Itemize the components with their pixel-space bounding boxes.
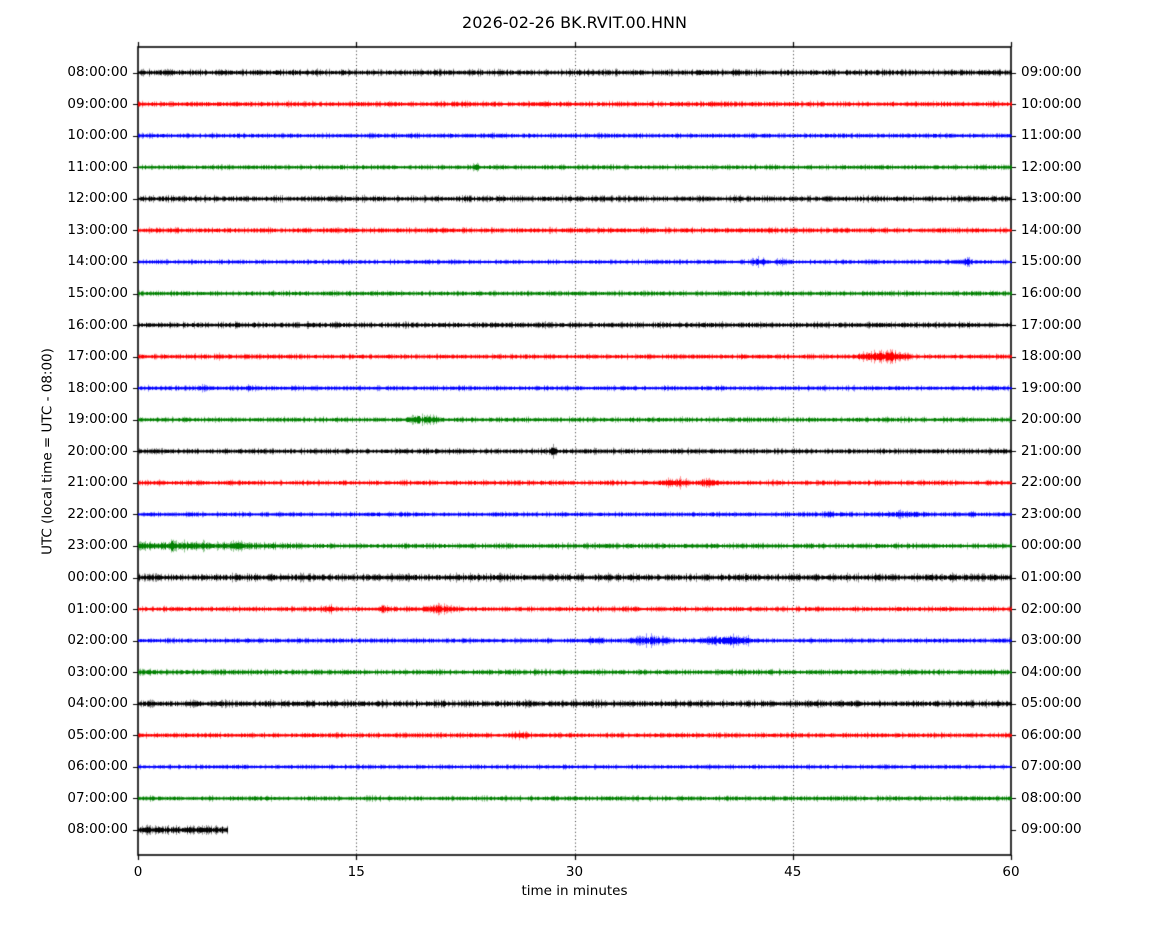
left-time-label: 08:00:00 xyxy=(67,64,128,81)
left-time-label: 03:00:00 xyxy=(67,663,128,680)
plot-title: 2026-02-26 BK.RVIT.00.HNN xyxy=(462,13,687,32)
left-time-label: 00:00:00 xyxy=(67,569,128,586)
right-time-label: 12:00:00 xyxy=(1021,158,1082,175)
left-time-label: 04:00:00 xyxy=(67,695,128,712)
left-time-label: 16:00:00 xyxy=(67,316,128,333)
left-time-label: 01:00:00 xyxy=(67,600,128,617)
right-time-label: 19:00:00 xyxy=(1021,379,1082,396)
left-time-label: 21:00:00 xyxy=(67,474,128,491)
right-time-label: 09:00:00 xyxy=(1021,64,1082,81)
right-time-label: 08:00:00 xyxy=(1021,789,1082,806)
left-time-label: 17:00:00 xyxy=(67,348,128,365)
x-axis-label: time in minutes xyxy=(521,883,628,899)
left-time-label: 11:00:00 xyxy=(67,158,128,175)
right-time-label: 13:00:00 xyxy=(1021,190,1082,207)
left-time-label: 23:00:00 xyxy=(67,537,128,554)
right-time-label: 03:00:00 xyxy=(1021,632,1082,649)
left-time-label: 14:00:00 xyxy=(67,253,128,270)
x-tick-label: 30 xyxy=(565,864,584,880)
x-tick-label: 60 xyxy=(1002,864,1020,880)
left-time-label: 20:00:00 xyxy=(67,442,128,459)
right-time-label: 17:00:00 xyxy=(1021,316,1082,333)
right-time-label: 14:00:00 xyxy=(1021,221,1082,238)
left-time-label: 22:00:00 xyxy=(67,505,128,522)
right-time-label: 22:00:00 xyxy=(1021,474,1082,491)
right-time-label: 21:00:00 xyxy=(1021,442,1082,459)
left-time-label: 10:00:00 xyxy=(67,127,128,144)
right-time-label: 01:00:00 xyxy=(1021,569,1082,586)
left-time-label: 09:00:00 xyxy=(67,95,128,112)
left-time-label: 06:00:00 xyxy=(67,758,128,775)
left-time-label: 18:00:00 xyxy=(67,379,128,396)
right-time-label: 18:00:00 xyxy=(1021,348,1082,365)
right-time-label: 11:00:00 xyxy=(1021,127,1082,144)
x-tick-label: 0 xyxy=(133,864,143,880)
right-time-label: 04:00:00 xyxy=(1021,663,1082,680)
left-time-label: 08:00:00 xyxy=(67,821,128,838)
x-tick-label: 45 xyxy=(784,864,802,880)
right-time-label: 02:00:00 xyxy=(1021,600,1082,617)
left-time-label: 15:00:00 xyxy=(67,285,128,301)
right-time-label: 05:00:00 xyxy=(1021,695,1082,712)
right-time-label: 16:00:00 xyxy=(1021,285,1082,301)
right-time-label: 10:00:00 xyxy=(1021,95,1082,112)
right-time-label: 15:00:00 xyxy=(1021,253,1082,270)
right-time-label: 09:00:00 xyxy=(1021,821,1082,838)
right-time-label: 00:00:00 xyxy=(1021,537,1082,554)
right-time-label: 23:00:00 xyxy=(1021,505,1082,522)
x-tick-label: 15 xyxy=(347,864,365,880)
left-time-label: 07:00:00 xyxy=(67,789,128,806)
left-time-label: 13:00:00 xyxy=(67,221,128,238)
left-time-label: 12:00:00 xyxy=(67,190,128,207)
right-time-label: 06:00:00 xyxy=(1021,726,1082,743)
left-time-label: 05:00:00 xyxy=(67,726,128,743)
right-time-label: 07:00:00 xyxy=(1021,758,1082,775)
left-time-label: 02:00:00 xyxy=(67,632,128,649)
left-time-label: 19:00:00 xyxy=(67,411,128,428)
right-time-label: 20:00:00 xyxy=(1021,411,1082,428)
